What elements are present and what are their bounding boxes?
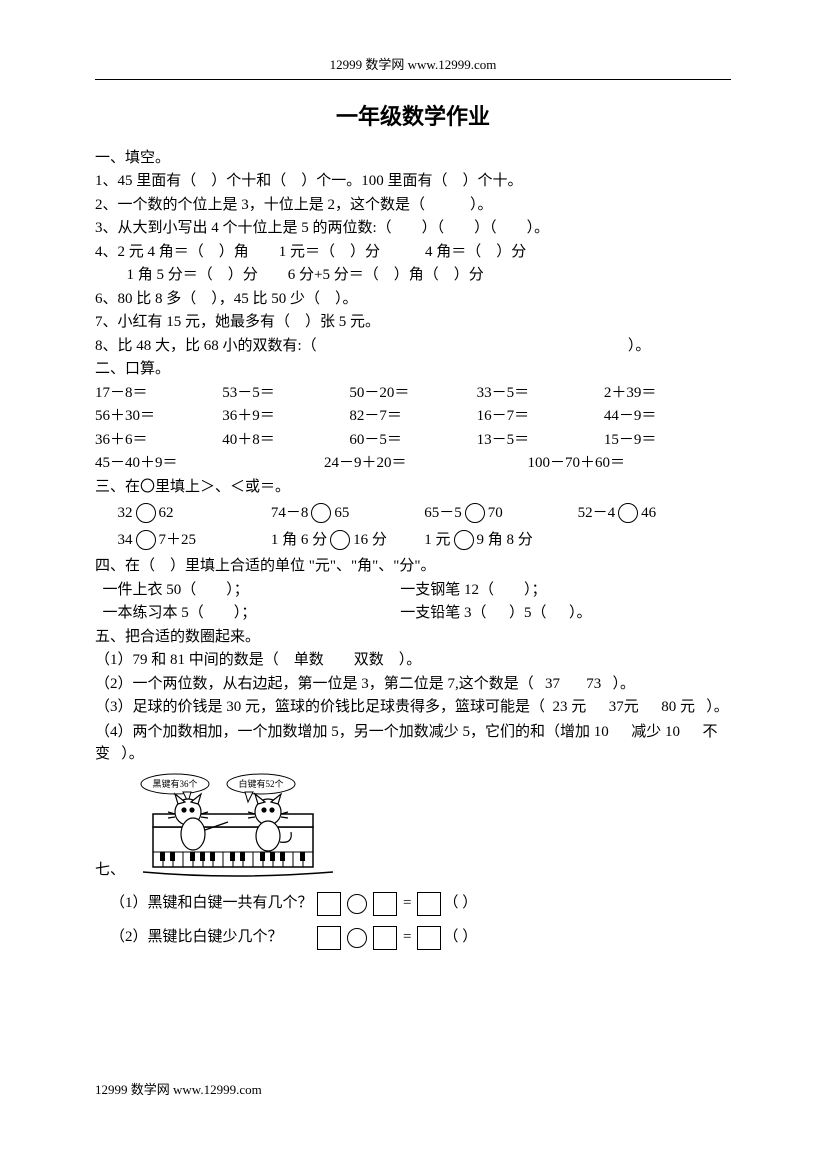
- s4-l1b: 一支钢笔 12（ ）；: [400, 579, 546, 602]
- s7-q1: （1）黑键和白键一共有几个？: [95, 892, 315, 915]
- s4-line2: 一本练习本 5（ ）； 一支铅笔 3（ ）5（ ）。: [95, 602, 731, 625]
- s3-r1g1r: 62: [159, 502, 174, 525]
- answer-box: [417, 892, 441, 916]
- s2-r3c3: 60－5＝: [349, 429, 476, 452]
- s2-r1c2: 53－5＝: [222, 382, 349, 405]
- section4-heading: 四、在（ ）里填上合适的单位 "元"、"角"、"分"。: [95, 555, 731, 578]
- answer-box: [373, 892, 397, 916]
- section1-heading: 一、填空。: [95, 147, 731, 170]
- s3-r1g3l: 65－5: [424, 502, 462, 525]
- s2-r4c3: 100－70＋60＝: [527, 452, 731, 475]
- compare-circle: [136, 530, 156, 550]
- s7-q1-row: （1）黑键和白键一共有几个？ = （ ）: [95, 892, 731, 916]
- s2-r1c3: 50－20＝: [349, 382, 476, 405]
- s1-q5: 6、80 比 8 多（ ），45 比 50 少（ ）。: [95, 288, 731, 311]
- s2-r3c1: 36＋6＝: [95, 429, 222, 452]
- s5-q3: （3）足球的价钱是 30 元，篮球的价钱比足球贵得多，篮球可能是（ 23 元 3…: [95, 696, 731, 719]
- s5-q1: （1）79 和 81 中间的数是（ 单数 双数 ）。: [95, 649, 731, 672]
- s2-r2c4: 16－7＝: [477, 405, 604, 428]
- header-url: 12999 数学网 www.12999.com: [95, 55, 731, 80]
- s3-row2: 34 7＋25 1 角 6 分 16 分 1 元 9 角 8 分: [95, 529, 731, 552]
- bubble-right-text: 白键有52个: [239, 778, 284, 789]
- compare-circle: [330, 530, 350, 550]
- s2-r4c2: 24－9＋20＝: [324, 452, 528, 475]
- compare-circle: [465, 503, 485, 523]
- s3-r1g2r: 65: [334, 502, 349, 525]
- s1-q6: 7、小红有 15 元，她最多有（ ）张 5 元。: [95, 311, 731, 334]
- s5-q2: （2）一个两位数，从右边起，第一位是 3，第二位是 7,这个数是（ 37 73 …: [95, 673, 731, 696]
- page-title: 一年级数学作业: [95, 100, 731, 133]
- s3-r1g1l: 32: [118, 502, 133, 525]
- compare-circle: [136, 503, 156, 523]
- s2-r1c4: 33－5＝: [477, 382, 604, 405]
- s5-q4: （4）两个加数相加，一个加数增加 5，另一个加数减少 5，它们的和（增加 10 …: [95, 721, 731, 766]
- s2-row4: 45－40＋9＝ 24－9＋20＝ 100－70＋60＝: [95, 452, 731, 475]
- s2-r2c1: 56＋30＝: [95, 405, 222, 428]
- s3-r2g3r: 9 角 8 分: [477, 529, 533, 552]
- s2-r1c1: 17－8＝: [95, 382, 222, 405]
- s2-row3: 36＋6＝ 40＋8＝ 60－5＝ 13－5＝ 15－9＝: [95, 429, 731, 452]
- s2-row1: 17－8＝ 53－5＝ 50－20＝ 33－5＝ 2＋39＝: [95, 382, 731, 405]
- s2-r4c1: 45－40＋9＝: [95, 452, 324, 475]
- equals-sign: =: [403, 926, 411, 949]
- answer-box: [317, 926, 341, 950]
- section3-heading: 三、在〇里填上＞、＜或＝。: [95, 476, 731, 499]
- operator-circle: [347, 928, 367, 948]
- s2-r2c2: 36＋9＝: [222, 405, 349, 428]
- s3-r2g2l: 1 角 6 分: [271, 529, 327, 552]
- footer-url: 12999 数学网 www.12999.com: [95, 1080, 262, 1100]
- s2-r3c4: 13－5＝: [477, 429, 604, 452]
- s2-r3c2: 40＋8＝: [222, 429, 349, 452]
- s4-l1a: 一件上衣 50（ ）；: [95, 579, 400, 602]
- s7-q1-unit: （ ）: [443, 892, 477, 915]
- s2-r3c5: 15－9＝: [604, 429, 731, 452]
- section5-heading: 五、把合适的数圈起来。: [95, 626, 731, 649]
- section7-heading: 七、: [95, 859, 125, 882]
- s1-q1: 1、45 里面有（ ）个十和（ ）个一。100 里面有（ ）个十。: [95, 170, 731, 193]
- compare-circle: [311, 503, 331, 523]
- s3-r1g4r: 46: [641, 502, 656, 525]
- equals-sign: =: [403, 892, 411, 915]
- s3-r1g3r: 70: [488, 502, 503, 525]
- s2-row2: 56＋30＝ 36＋9＝ 82－7＝ 16－7＝ 44－9＝: [95, 405, 731, 428]
- compare-circle: [618, 503, 638, 523]
- s1-q4a: 4、2 元 4 角＝（ ）角 1 元＝（ ）分 4 角＝（ ）分: [95, 241, 731, 264]
- bubble-left-text: 黑键有36个: [153, 778, 198, 789]
- s1-q7: 8、比 48 大，比 68 小的双数有:（ ）。: [95, 335, 731, 358]
- s7-q2-row: （2）黑键比白键少几个？ = （ ）: [95, 926, 731, 950]
- s1-q4b: 1 角 5 分＝（ ）分 6 分+5 分＝（ ）角（ ）分: [95, 264, 731, 287]
- piano-cats-illustration: 黑键有36个 白键有52个: [133, 772, 343, 882]
- s3-r2g1l: 34: [118, 529, 133, 552]
- operator-circle: [347, 894, 367, 914]
- s3-row1: 32 62 74－8 65 65－5 70 52－4 46: [95, 502, 731, 525]
- s3-r2g1r: 7＋25: [159, 529, 197, 552]
- s3-r2g2r: 16 分: [353, 529, 387, 552]
- s2-r2c5: 44－9＝: [604, 405, 731, 428]
- answer-box: [317, 892, 341, 916]
- s7-q2-unit: （ ）: [443, 926, 477, 949]
- section7: 七、 黑键有36个 白键有52个: [95, 772, 731, 882]
- answer-box: [417, 926, 441, 950]
- s2-r2c3: 82－7＝: [349, 405, 476, 428]
- compare-circle: [454, 530, 474, 550]
- s4-l2b: 一支铅笔 3（ ）5（ ）。: [400, 602, 591, 625]
- answer-box: [373, 926, 397, 950]
- s4-line1: 一件上衣 50（ ）； 一支钢笔 12（ ）；: [95, 579, 731, 602]
- s1-q3: 3、从大到小写出 4 个十位上是 5 的两位数:（ ）（ ）（ ）。: [95, 217, 731, 240]
- s3-r2g3l: 1 元: [424, 529, 450, 552]
- s4-l2a: 一本练习本 5（ ）；: [95, 602, 400, 625]
- s2-r1c5: 2＋39＝: [604, 382, 731, 405]
- section2-heading: 二、口算。: [95, 358, 731, 381]
- s3-r1g2l: 74－8: [271, 502, 309, 525]
- s7-q2: （2）黑键比白键少几个？: [95, 926, 315, 949]
- s3-r1g4l: 52－4: [578, 502, 616, 525]
- s1-q2: 2、一个数的个位上是 3，十位上是 2，这个数是（ ）。: [95, 194, 731, 217]
